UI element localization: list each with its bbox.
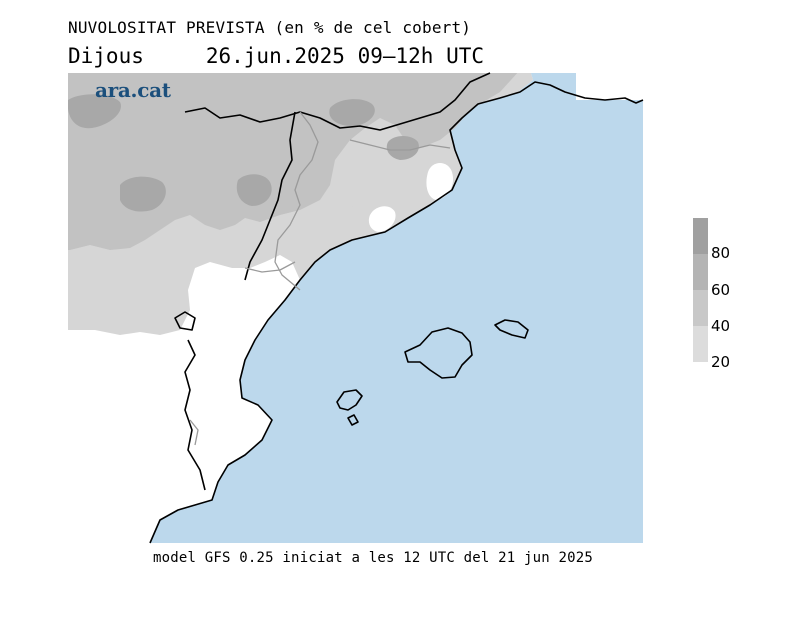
island-formentera [347,414,359,426]
region-border [244,111,296,281]
cloud-layer-dark [236,174,272,206]
map-title: NUVOLOSITAT PREVISTA (en % de cel cobert… [68,18,472,37]
clear-patch [426,163,454,200]
legend-swatch-40 [693,290,708,326]
province-border [274,111,319,291]
cloud-layer-dark [386,136,419,160]
legend-label-40: 40 [711,317,731,335]
legend-swatch-60 [693,254,708,290]
island-mallorca [404,327,473,379]
forecast-date: Dijous 26.jun.2025 09–12h UTC [68,44,484,68]
region-border [184,339,206,491]
island-menorca [494,319,529,339]
model-info: model GFS 0.25 iniciat a les 12 UTC del … [153,550,594,566]
province-border [349,139,451,151]
international-border [184,72,491,131]
legend-swatch-20 [693,326,708,362]
cloud-layer-medium [68,73,520,250]
cloud-layer-dark [120,176,166,212]
legend-label-20: 20 [711,353,731,371]
forecast-day: Dijous [68,44,144,68]
legend-label-80: 80 [711,244,731,262]
island-eivissa [336,389,363,411]
legend-label-60: 60 [711,281,731,299]
clear-patch [368,206,396,232]
cloud-layer-dark [329,99,375,127]
forecast-time-range: 26.jun.2025 09–12h UTC [205,44,485,68]
province-border [189,419,199,446]
province-border [244,261,296,273]
legend-swatch-80 [693,218,708,254]
legend-color-bar [693,218,708,362]
cloud-layer-dark [68,94,121,129]
ara-cat-logo: ara.cat [95,78,171,102]
region-border [174,311,196,331]
coastline [149,81,644,544]
